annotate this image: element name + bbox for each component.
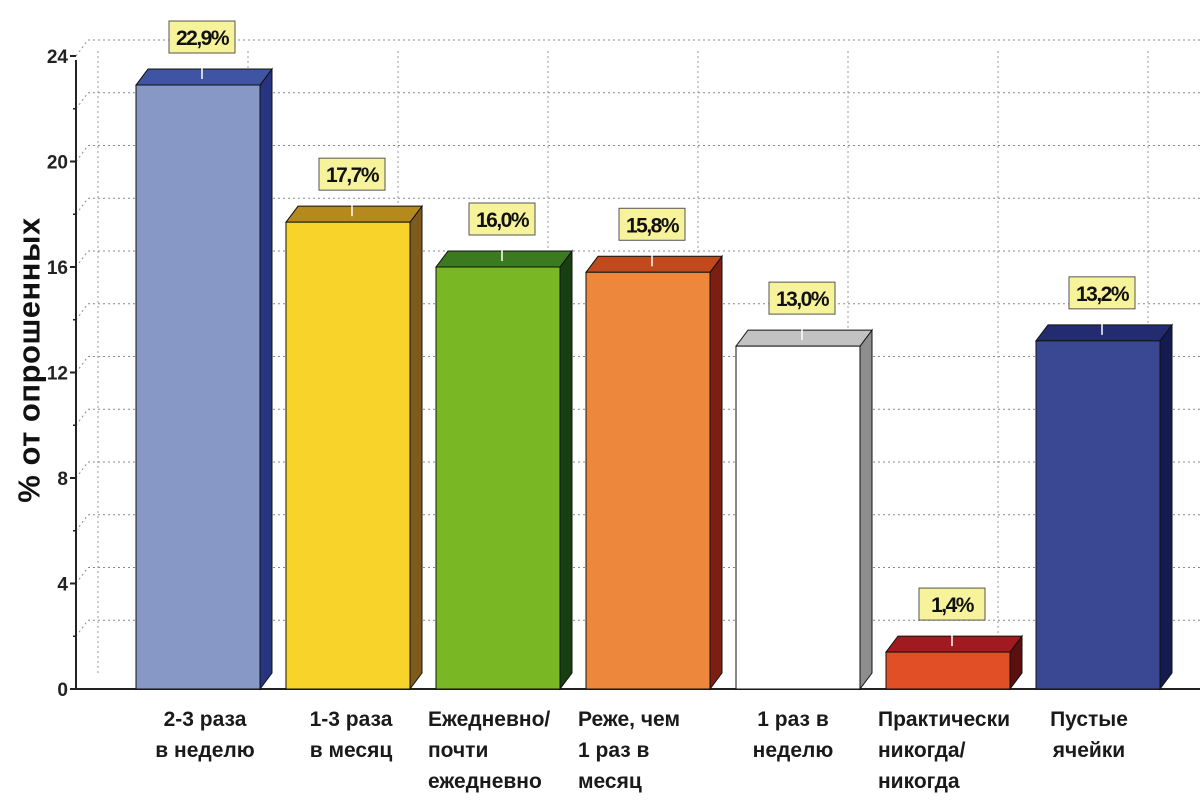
x-tick-label: 1-3 раза в месяц	[309, 708, 393, 762]
gridline-diag	[75, 39, 89, 57]
data-label-box	[318, 157, 386, 191]
y-tick-label: 16	[47, 258, 68, 279]
bar-face	[285, 221, 411, 690]
bar-side	[709, 254, 723, 691]
x-tick-label: Практически никогда/ никогда	[878, 708, 1010, 793]
bar	[1035, 323, 1173, 691]
bar	[285, 204, 423, 691]
data-label: 17,7%	[326, 164, 380, 187]
gridline-diag	[75, 567, 89, 584]
bar-top	[285, 205, 423, 223]
y-tick-label: 12	[47, 364, 68, 385]
x-tick-label: Пустые ячейки	[1050, 708, 1128, 762]
data-label-box	[1068, 276, 1136, 310]
gridline-diag	[75, 461, 89, 479]
gridline-diag	[75, 145, 89, 162]
gridline-diag	[75, 92, 89, 110]
data-label: 13,0%	[776, 288, 830, 311]
gridline-diag	[75, 408, 89, 426]
gridline-diag	[75, 619, 89, 637]
data-label: 16,0%	[476, 209, 530, 232]
bar-top	[735, 329, 873, 347]
data-label-box	[618, 207, 686, 241]
y-axis-title-wrap: % от опрошенных	[10, 40, 50, 680]
data-label: 1,4%	[931, 594, 975, 617]
bar-top	[885, 635, 1023, 653]
bar-face	[885, 651, 1011, 690]
y-tick-label: 0	[57, 680, 68, 701]
bar	[735, 328, 873, 691]
bar-top	[435, 250, 573, 268]
bar-top	[585, 255, 723, 273]
data-label: 13,2%	[1076, 283, 1130, 306]
bar-face	[1035, 340, 1161, 690]
bar-side	[859, 328, 873, 691]
data-label: 15,8%	[626, 214, 680, 237]
x-tick-label: Реже, чем 1 раз в месяц	[578, 708, 680, 793]
bar-top	[1035, 324, 1173, 342]
bar-side	[409, 204, 423, 691]
data-labels-layer: 22,9% 17,7% 16,0% 15,8% 13,0% 1,4% 13,2%	[168, 20, 1136, 647]
data-label-box	[768, 281, 836, 315]
bar-face	[435, 266, 561, 690]
bar-face	[735, 345, 861, 690]
bar-top	[135, 68, 273, 86]
data-label-box	[468, 202, 536, 236]
gridline-diag	[75, 514, 89, 532]
bar-side	[259, 67, 273, 691]
x-tick-label: 1 раз в неделю	[752, 708, 834, 762]
bar-side	[1159, 323, 1173, 691]
data-label-box	[918, 587, 986, 621]
bar	[135, 67, 273, 691]
data-label: 22,9%	[176, 27, 230, 50]
gridline-diag	[75, 356, 89, 373]
gridline-diag	[75, 303, 89, 321]
bar	[435, 249, 573, 691]
bar-face	[585, 271, 711, 690]
x-tick-label: 2-3 раза в неделю	[155, 708, 255, 762]
y-tick-label: 4	[57, 575, 68, 596]
y-axis-title: % от опрошенных	[12, 217, 48, 503]
data-label-box	[168, 20, 236, 54]
bar	[885, 634, 1023, 691]
bar-side	[559, 249, 573, 691]
bar	[585, 254, 723, 691]
bars-layer	[135, 67, 1173, 691]
x-tick-label: Ежедневно/ почти ежедневно	[428, 708, 551, 793]
y-tick-label: 24	[47, 47, 69, 68]
gridline-diag	[75, 197, 89, 215]
gridline-diag	[75, 250, 89, 268]
y-tick-label: 8	[57, 469, 68, 490]
bar-face	[135, 84, 261, 690]
y-tick-label: 20	[47, 153, 68, 174]
